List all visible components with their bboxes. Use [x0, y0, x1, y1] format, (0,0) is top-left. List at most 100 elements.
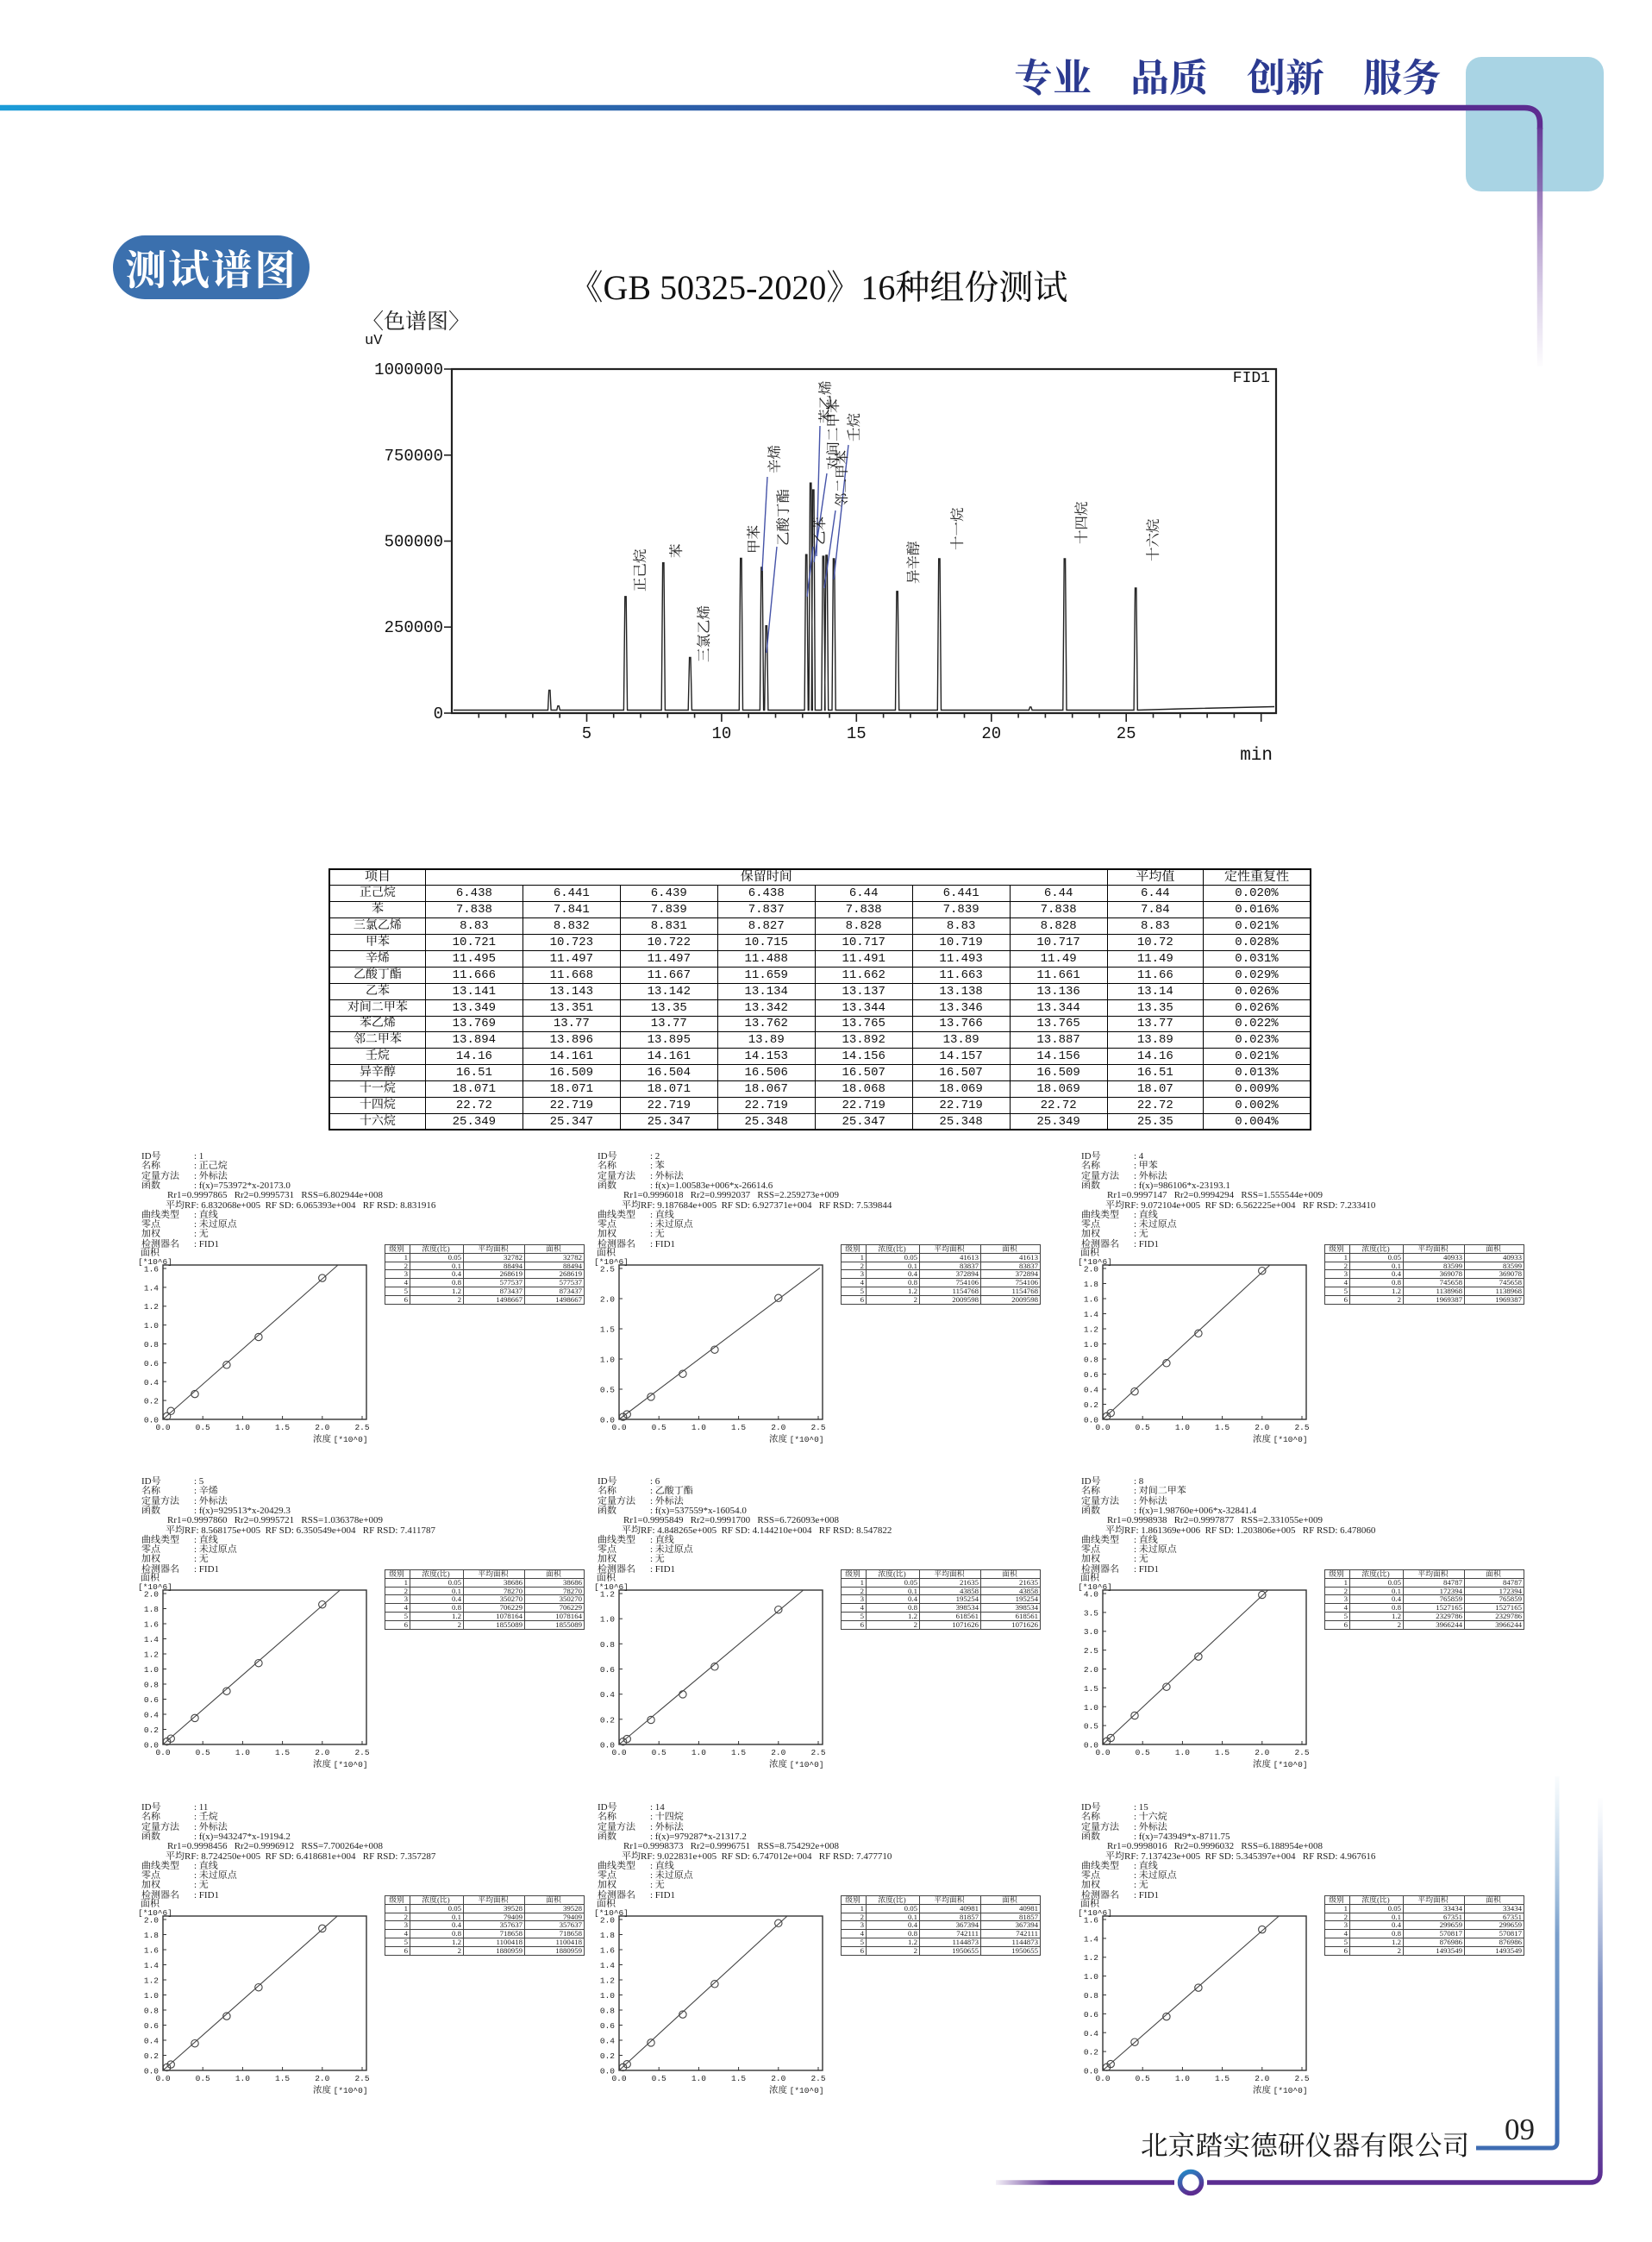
svg-text:0.6: 0.6: [600, 1665, 615, 1675]
svg-text:2.0: 2.0: [144, 1590, 159, 1600]
svg-text:1.5: 1.5: [1215, 2074, 1230, 2083]
svg-text:2.0: 2.0: [1084, 1665, 1098, 1675]
svg-text:浓度 [*10^0]: 浓度 [*10^0]: [313, 1757, 368, 1770]
svg-text:1.4: 1.4: [1084, 1310, 1098, 1319]
svg-text:1.5: 1.5: [275, 1748, 290, 1757]
svg-text:浓度 [*10^0]: 浓度 [*10^0]: [769, 1757, 824, 1770]
svg-text:1.6: 1.6: [1084, 1295, 1098, 1305]
svg-text:1.0: 1.0: [600, 1356, 615, 1365]
svg-text:25: 25: [1117, 724, 1136, 743]
svg-text:浓度 [*10^0]: 浓度 [*10^0]: [313, 1432, 368, 1445]
svg-text:辛烯: 辛烯: [763, 445, 784, 473]
svg-text:邻二甲苯: 邻二甲苯: [830, 450, 851, 507]
svg-text:1.4: 1.4: [600, 1961, 615, 1970]
svg-text:0.8: 0.8: [1084, 1356, 1098, 1365]
svg-text:0.8: 0.8: [600, 1640, 615, 1650]
svg-text:正己烷: 正己烷: [629, 548, 649, 592]
svg-text:FID1: FID1: [1233, 370, 1270, 387]
svg-text:0.0: 0.0: [600, 2067, 615, 2076]
svg-text:750000: 750000: [385, 447, 443, 466]
svg-text:1.4: 1.4: [144, 1635, 159, 1644]
svg-text:2.5: 2.5: [810, 2074, 825, 2083]
svg-text:2.5: 2.5: [354, 1423, 369, 1432]
svg-text:苯: 苯: [665, 544, 685, 559]
svg-text:[*10^6]: [*10^6]: [594, 1257, 629, 1267]
svg-text:1.6: 1.6: [144, 1620, 159, 1630]
svg-text:0.4: 0.4: [144, 1711, 159, 1720]
svg-text:0.0: 0.0: [1095, 2074, 1110, 2083]
svg-text:250000: 250000: [385, 618, 443, 637]
svg-text:1.0: 1.0: [235, 1748, 250, 1757]
svg-text:0.4: 0.4: [144, 2037, 159, 2046]
svg-text:0.5: 0.5: [196, 1423, 210, 1432]
svg-text:1.0: 1.0: [144, 1991, 159, 2001]
svg-text:2.0: 2.0: [1255, 1748, 1269, 1757]
svg-text:浓度 [*10^0]: 浓度 [*10^0]: [769, 1432, 824, 1445]
svg-text:1.4: 1.4: [144, 1961, 159, 1970]
svg-text:0.0: 0.0: [1084, 1741, 1098, 1750]
svg-text:0.8: 0.8: [144, 2007, 159, 2016]
svg-text:0.0: 0.0: [1084, 2067, 1098, 2076]
svg-text:浓度 [*10^0]: 浓度 [*10^0]: [1253, 1432, 1308, 1445]
svg-text:0.2: 0.2: [144, 2051, 159, 2061]
svg-text:十一烷: 十一烷: [946, 507, 967, 550]
svg-text:1.5: 1.5: [275, 2074, 290, 2083]
svg-text:2.5: 2.5: [600, 1265, 615, 1274]
svg-text:1.2: 1.2: [144, 1302, 159, 1312]
svg-text:0.0: 0.0: [155, 1423, 170, 1432]
svg-text:1.0: 1.0: [691, 1423, 706, 1432]
svg-text:2.0: 2.0: [600, 1295, 615, 1305]
svg-text:1.0: 1.0: [1175, 2074, 1190, 2083]
svg-text:0.0: 0.0: [144, 2067, 159, 2076]
svg-text:1.8: 1.8: [144, 1605, 159, 1614]
svg-text:0.5: 0.5: [652, 2074, 666, 2083]
svg-text:1.5: 1.5: [1215, 1423, 1230, 1432]
svg-text:1.0: 1.0: [1084, 1340, 1098, 1350]
svg-text:0.4: 0.4: [1084, 1386, 1098, 1395]
svg-text:甲苯: 甲苯: [742, 525, 763, 554]
svg-text:0.6: 0.6: [1084, 2010, 1098, 2020]
svg-text:0.6: 0.6: [144, 1359, 159, 1368]
svg-text:1.5: 1.5: [1084, 1684, 1098, 1694]
svg-text:0.2: 0.2: [144, 1725, 159, 1735]
svg-text:0.0: 0.0: [600, 1741, 615, 1750]
svg-text:1.5: 1.5: [275, 1423, 290, 1432]
svg-text:2.0: 2.0: [771, 1748, 785, 1757]
svg-text:1.5: 1.5: [600, 1325, 615, 1335]
svg-text:0.2: 0.2: [600, 1715, 615, 1725]
svg-text:3.0: 3.0: [1084, 1627, 1098, 1637]
svg-text:2.5: 2.5: [1294, 1423, 1309, 1432]
svg-text:[*10^6]: [*10^6]: [594, 1582, 629, 1592]
svg-text:1.8: 1.8: [600, 1931, 615, 1940]
svg-text:0.2: 0.2: [144, 1397, 159, 1406]
svg-text:1.5: 1.5: [731, 1423, 746, 1432]
svg-text:2.5: 2.5: [1084, 1646, 1098, 1656]
svg-text:1.6: 1.6: [1084, 1916, 1098, 1926]
svg-text:0.5: 0.5: [1136, 1748, 1150, 1757]
svg-text:1.0: 1.0: [600, 1615, 615, 1625]
svg-text:面积: 面积: [1080, 1896, 1099, 1910]
svg-text:面积: 面积: [1080, 1245, 1099, 1259]
svg-text:三氯乙烯: 三氯乙烯: [692, 605, 713, 662]
svg-text:1.6: 1.6: [144, 1265, 159, 1274]
svg-text:2.0: 2.0: [1255, 2074, 1269, 2083]
svg-text:500000: 500000: [385, 533, 443, 552]
svg-text:0.4: 0.4: [600, 1690, 615, 1700]
svg-text:min: min: [1240, 746, 1273, 766]
svg-text:[*10^6]: [*10^6]: [138, 1908, 172, 1918]
svg-text:0.2: 0.2: [600, 2051, 615, 2061]
svg-text:0.5: 0.5: [196, 2074, 210, 2083]
svg-text:[*10^6]: [*10^6]: [138, 1582, 172, 1592]
svg-text:面积: 面积: [141, 1570, 160, 1584]
svg-text:0.4: 0.4: [144, 1378, 159, 1387]
svg-text:面积: 面积: [597, 1896, 616, 1910]
svg-text:1.0: 1.0: [1175, 1423, 1190, 1432]
svg-text:1.0: 1.0: [1084, 1972, 1098, 1982]
svg-text:1.5: 1.5: [731, 1748, 746, 1757]
svg-text:面积: 面积: [141, 1245, 160, 1259]
svg-text:2.5: 2.5: [810, 1748, 825, 1757]
svg-text:2.0: 2.0: [315, 2074, 329, 2083]
svg-text:1.5: 1.5: [1215, 1748, 1230, 1757]
svg-text:2.0: 2.0: [1084, 1265, 1098, 1274]
svg-text:10: 10: [711, 724, 731, 743]
